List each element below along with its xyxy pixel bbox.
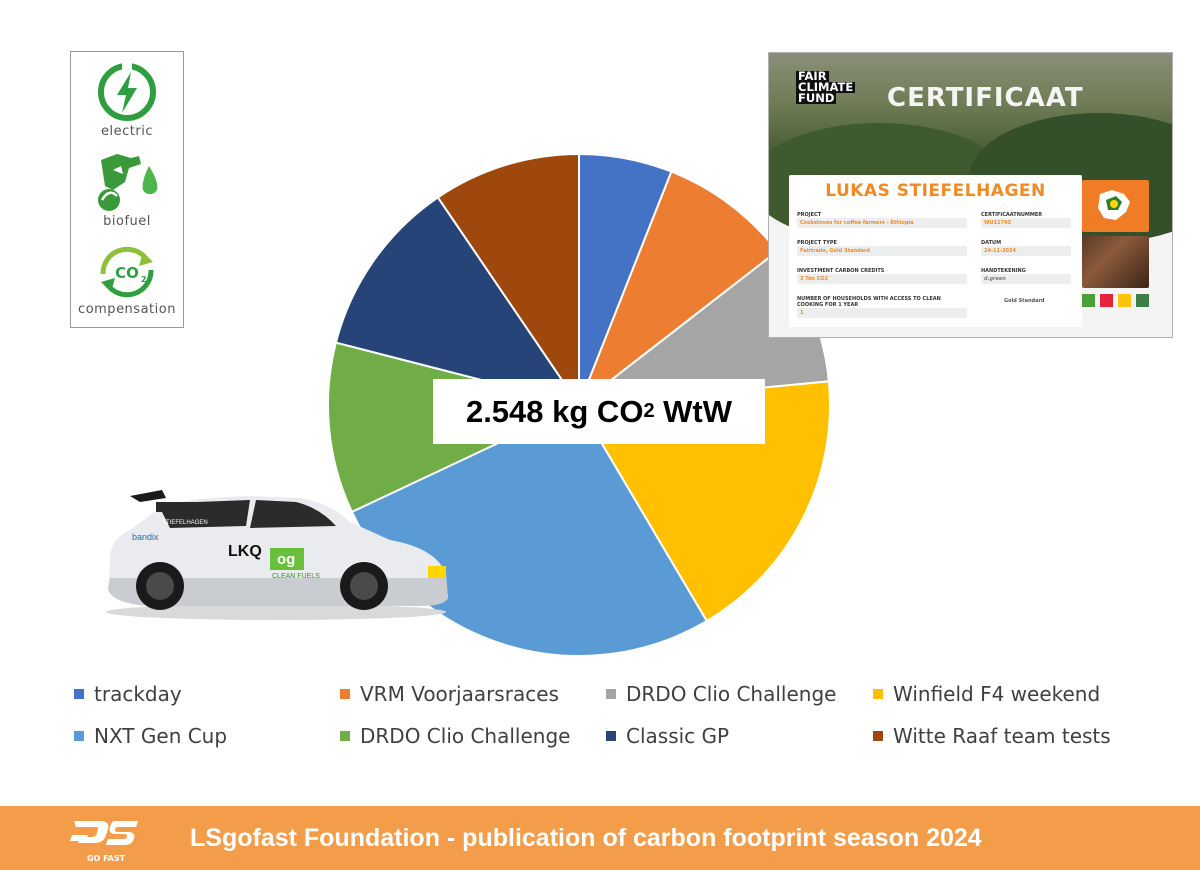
legend-label: NXT Gen Cup bbox=[94, 724, 228, 748]
subscript: 2 bbox=[643, 400, 655, 422]
fuel-type-icon-panel: electric biofuel CO 2 compensation bbox=[70, 51, 184, 328]
legend-swatch bbox=[340, 731, 350, 741]
field-label: CERTIFICAATNUMMER bbox=[981, 212, 1043, 218]
sdg-icon bbox=[1136, 294, 1149, 307]
certificate-number-field: CERTIFICAATNUMMER WU11743 bbox=[981, 212, 1071, 228]
electric-label: electric bbox=[101, 124, 153, 139]
project-field: PROJECT Cookstoves for coffee farmers - … bbox=[797, 212, 967, 228]
footer-title: LSgofast Foundation - publication of car… bbox=[190, 824, 982, 852]
logo-line: FUND bbox=[796, 91, 837, 105]
legend-label: DRDO Clio Challenge bbox=[360, 724, 571, 748]
car-driver-name: STIEFELHAGEN bbox=[162, 520, 208, 526]
field-label: PROJECT TYPE bbox=[797, 240, 837, 246]
fair-climate-fund-logo: FAIR CLIMATE FUND bbox=[796, 69, 856, 105]
legend-label: VRM Voorjaarsraces bbox=[360, 682, 559, 706]
ethiopia-map-icon bbox=[1082, 180, 1149, 232]
legend-item: Witte Raaf team tests bbox=[873, 724, 1111, 748]
legend-swatch bbox=[74, 689, 84, 699]
legend-item: VRM Voorjaarsraces bbox=[340, 682, 559, 706]
legend-swatch bbox=[873, 731, 883, 741]
certificate-card: LUKAS STIEFELHAGEN PROJECT Cookstoves fo… bbox=[789, 175, 1082, 327]
total-emissions-label: 2.548 kg CO 2 WtW bbox=[433, 379, 765, 444]
field-label: HANDTEKENING bbox=[981, 268, 1026, 274]
field-value: Cookstoves for coffee farmers - Ethiopia bbox=[797, 218, 967, 228]
lightning-icon bbox=[98, 62, 156, 121]
biofuel-item: biofuel bbox=[71, 148, 183, 229]
gofast-logo-icon: GO FAST bbox=[70, 821, 138, 863]
signature: d.green bbox=[981, 274, 1071, 284]
legend-label: DRDO Clio Challenge bbox=[626, 682, 837, 706]
logo-text: GO FAST bbox=[87, 854, 126, 863]
signature-field: HANDTEKENING d.green bbox=[981, 268, 1071, 284]
legend-label: trackday bbox=[94, 682, 182, 706]
field-label: DATUM bbox=[981, 240, 1002, 246]
svg-text:2: 2 bbox=[141, 275, 147, 284]
date-field: DATUM 24-11-2024 bbox=[981, 240, 1071, 256]
legend-item: DRDO Clio Challenge bbox=[340, 724, 570, 748]
legend-label: Winfield F4 weekend bbox=[893, 682, 1101, 706]
car-sponsor-clean-fuels: CLEAN FUELS bbox=[272, 573, 320, 580]
co2-recycle-icon: CO 2 bbox=[100, 246, 154, 298]
sdg-icon bbox=[1118, 294, 1131, 307]
legend-item: DRDO Clio Challenge bbox=[606, 682, 836, 706]
total-value: 2.548 kg CO bbox=[465, 393, 644, 429]
car-sponsor-og: og bbox=[277, 551, 295, 568]
field-label: NUMBER OF HOUSEHOLDS WITH ACCESS TO CLEA… bbox=[797, 296, 941, 308]
legend-swatch bbox=[606, 731, 616, 741]
households-field: NUMBER OF HOUSEHOLDS WITH ACCESS TO CLEA… bbox=[797, 296, 967, 318]
logo-line: FAIR bbox=[796, 69, 829, 83]
legend-item: Winfield F4 weekend bbox=[873, 682, 1100, 706]
map-shape bbox=[1098, 190, 1130, 220]
legend-item: trackday bbox=[74, 682, 182, 706]
field-value: 3 Ton CO2 bbox=[797, 274, 967, 284]
legend-swatch bbox=[340, 689, 350, 699]
certificate-title: CERTIFICAAT bbox=[887, 83, 1084, 113]
field-label: INVESTMENT CARBON CREDITS bbox=[797, 268, 885, 274]
logo-line: CLIMATE bbox=[796, 80, 856, 94]
footer-banner: GO FAST LSgofast Foundation - publicatio… bbox=[0, 806, 1200, 870]
compensation-label: compensation bbox=[78, 302, 176, 317]
pie-slice-7 bbox=[436, 152, 580, 409]
electric-item: electric bbox=[71, 60, 183, 139]
compensation-item: CO 2 compensation bbox=[71, 242, 183, 317]
cookstove-photo bbox=[1082, 236, 1149, 288]
pie-slice-6 bbox=[334, 196, 582, 407]
clean-fuels-badge bbox=[270, 548, 304, 570]
field-value: 24-11-2024 bbox=[981, 246, 1071, 256]
standard-label: Gold Standard bbox=[1004, 298, 1045, 304]
carbon-credits-field: INVESTMENT CARBON CREDITS 3 Ton CO2 bbox=[797, 268, 967, 284]
field-value: Fairtrade, Gold Standard bbox=[797, 246, 967, 256]
biofuel-label: biofuel bbox=[103, 214, 151, 229]
race-car-image: LKQ og CLEAN FUELS bandix STIEFELHAGEN bbox=[106, 490, 448, 620]
legend-item: NXT Gen Cup bbox=[74, 724, 227, 748]
legend-label: Classic GP bbox=[626, 724, 730, 748]
car-sponsor-lkq: LKQ bbox=[228, 543, 262, 560]
legend-swatch bbox=[74, 731, 84, 741]
carbon-certificate: FAIR CLIMATE FUND CERTIFICAAT LUKAS STIE… bbox=[768, 52, 1173, 338]
project-type-field: PROJECT TYPE Fairtrade, Gold Standard bbox=[797, 240, 967, 256]
legend-swatch bbox=[873, 689, 883, 699]
field-value: WU11743 bbox=[981, 218, 1071, 228]
gold-standard-badge: Gold Standard bbox=[1004, 298, 1064, 304]
field-label: PROJECT bbox=[797, 212, 822, 218]
legend-label: Witte Raaf team tests bbox=[893, 724, 1111, 748]
recipient-name: LUKAS STIEFELHAGEN bbox=[825, 181, 1046, 201]
total-suffix: WtW bbox=[654, 393, 733, 429]
sdg-icon bbox=[1100, 294, 1113, 307]
svg-text:CO: CO bbox=[115, 264, 139, 282]
fuel-nozzle-icon bbox=[98, 154, 158, 211]
legend-swatch bbox=[606, 689, 616, 699]
sdg-icon bbox=[1082, 294, 1095, 307]
legend-item: Classic GP bbox=[606, 724, 729, 748]
car-sponsor-bandix: bandix bbox=[132, 532, 159, 542]
field-value: 1 bbox=[797, 308, 967, 318]
